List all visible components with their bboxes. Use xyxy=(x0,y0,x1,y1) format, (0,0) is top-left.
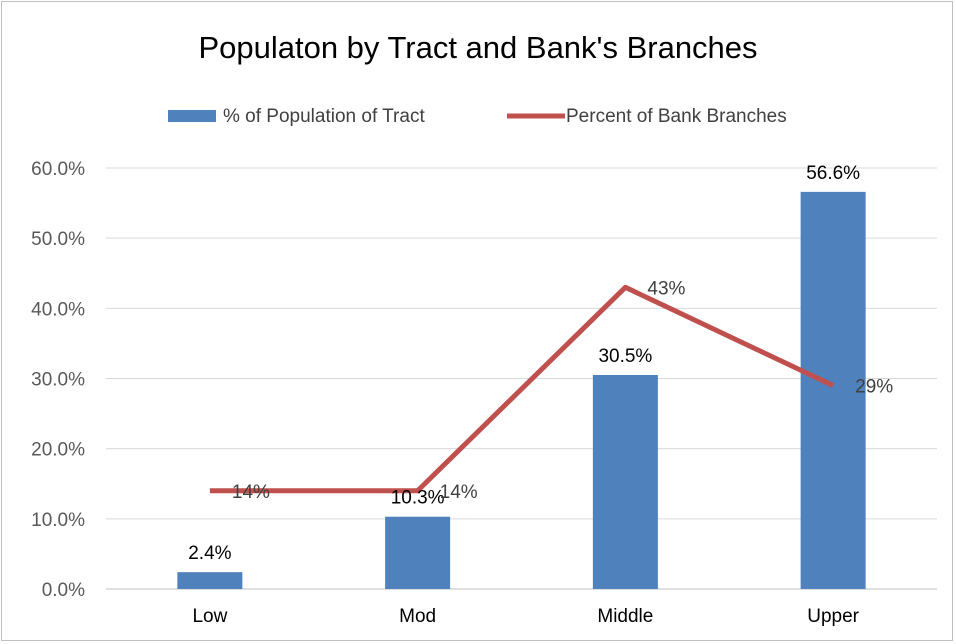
y-tick-label: 60.0% xyxy=(31,159,85,180)
bar-value-label: 56.6% xyxy=(806,163,860,184)
x-category-label: Middle xyxy=(597,606,653,627)
bar-value-label: 10.3% xyxy=(391,488,445,509)
bar-series xyxy=(177,191,866,589)
bar-data-labels: 2.4% 10.3% 30.5% 56.6% xyxy=(188,163,860,564)
legend-swatch-population xyxy=(168,110,216,122)
x-category-label: Mod xyxy=(399,606,436,627)
line-value-label: 14% xyxy=(232,482,270,503)
bar-low xyxy=(177,572,243,589)
line-value-label: 29% xyxy=(855,377,893,398)
line-value-label: 14% xyxy=(440,482,478,503)
bar-mod xyxy=(385,516,451,589)
line-series xyxy=(209,284,835,494)
y-tick-label: 20.0% xyxy=(31,440,85,461)
line-value-label: 43% xyxy=(647,278,685,299)
x-category-label: Upper xyxy=(807,606,859,627)
chart-title: Populaton by Tract and Bank's Branches xyxy=(198,30,758,65)
x-axis-categories: Low Mod Middle Upper xyxy=(192,606,859,627)
y-tick-label: 10.0% xyxy=(31,510,85,531)
y-axis-ticks: 0.0% 10.0% 20.0% 30.0% 40.0% 50.0% 60.0% xyxy=(31,159,85,601)
y-tick-label: 50.0% xyxy=(31,229,85,250)
gridlines xyxy=(106,167,937,590)
bar-upper xyxy=(800,191,866,589)
y-tick-label: 40.0% xyxy=(31,299,85,320)
legend: % of Population of Tract Percent of Bank… xyxy=(168,106,787,127)
line-data-labels: 14% 14% 43% 29% xyxy=(232,278,893,502)
x-category-label: Low xyxy=(192,606,227,627)
y-tick-label: 30.0% xyxy=(31,370,85,391)
legend-label-population: % of Population of Tract xyxy=(223,106,425,127)
legend-label-branches: Percent of Bank Branches xyxy=(566,106,787,127)
bar-value-label: 2.4% xyxy=(188,543,231,564)
y-tick-label: 0.0% xyxy=(42,580,85,601)
bar-middle xyxy=(592,374,658,589)
bar-value-label: 30.5% xyxy=(598,346,652,367)
branches-line xyxy=(209,284,835,494)
